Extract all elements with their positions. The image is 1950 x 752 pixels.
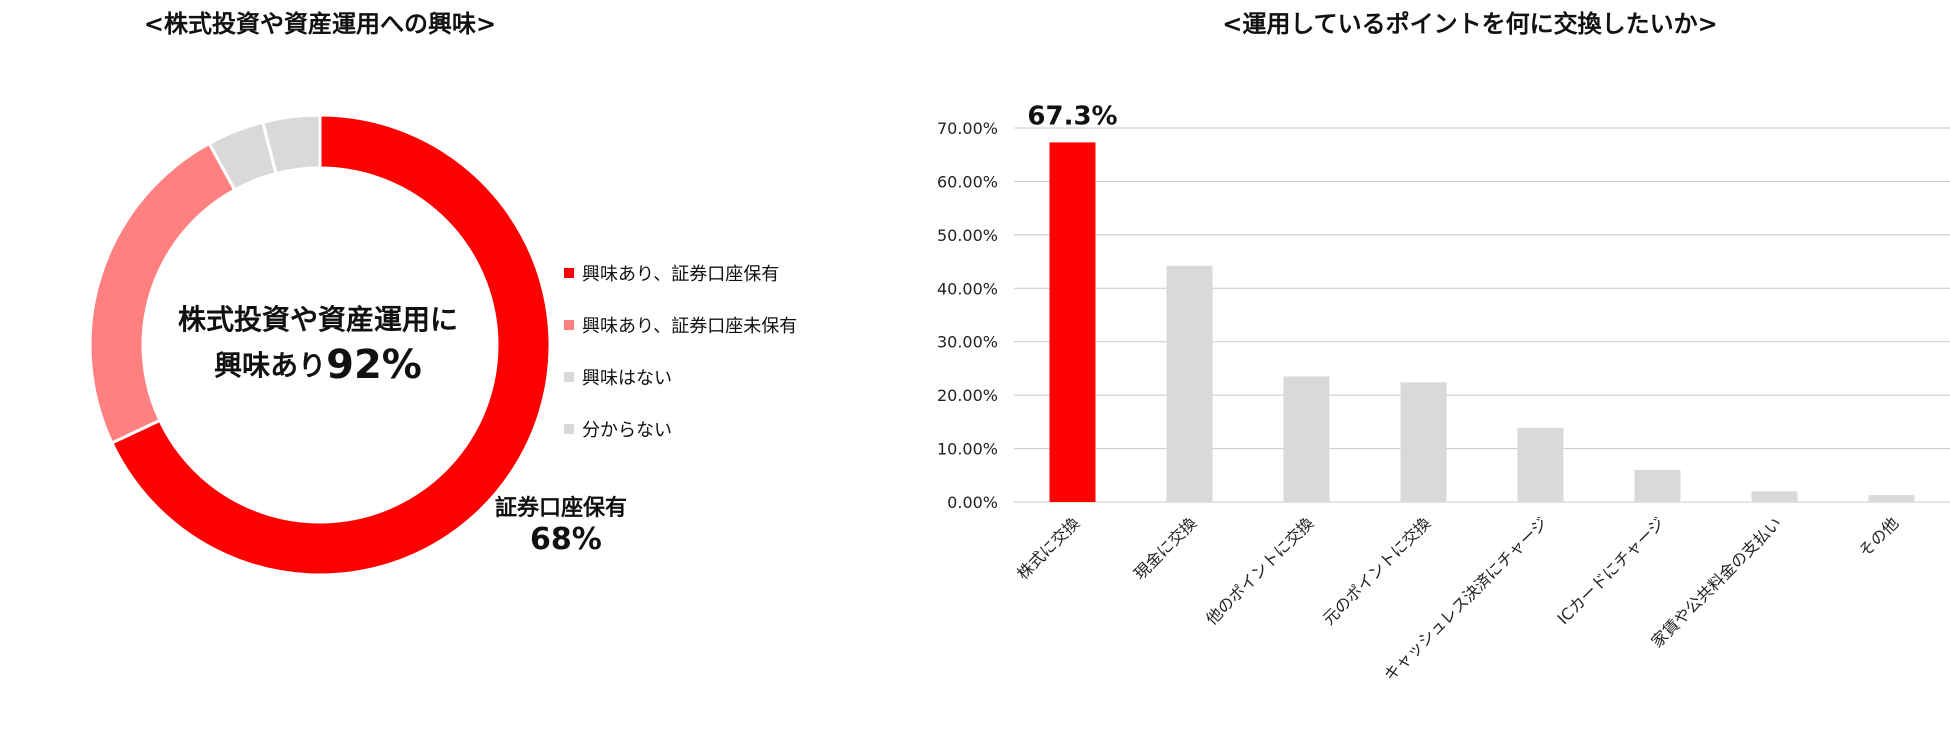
donut-annotation-label: 証券口座保有 bbox=[495, 496, 628, 521]
donut-slice bbox=[109, 113, 552, 577]
left-chart-title: <株式投資や資産運用への興味> bbox=[143, 10, 497, 38]
bar bbox=[1400, 382, 1447, 502]
x-category-label: その他 bbox=[1855, 513, 1902, 560]
bar bbox=[1868, 495, 1915, 502]
x-category-label: 現金に交換 bbox=[1130, 513, 1200, 583]
legend-item: 興味はない bbox=[564, 351, 797, 403]
y-tick-label: 70.00% bbox=[937, 119, 998, 138]
right-chart-title: <運用しているポイントを何に交換したいか> bbox=[1222, 10, 1718, 38]
legend-swatch bbox=[564, 372, 574, 382]
x-category-label: 家賃や公共料金の支払い bbox=[1647, 513, 1785, 651]
donut-center-prefix: 興味あり bbox=[214, 349, 327, 382]
bar-value-annotation: 67.3% bbox=[1027, 101, 1117, 131]
x-category-label: 元のポイントに交換 bbox=[1319, 513, 1434, 628]
y-tick-label: 10.00% bbox=[937, 440, 998, 459]
legend-label: 興味あり、証券口座保有 bbox=[582, 264, 780, 285]
x-category-label: ICカードにチャージ bbox=[1553, 513, 1668, 628]
legend-label: 興味あり、証券口座未保有 bbox=[582, 316, 798, 337]
legend-swatch bbox=[564, 424, 574, 434]
bar bbox=[1166, 265, 1213, 502]
donut-annotation-value: 68% bbox=[530, 522, 602, 557]
legend-label: 分からない bbox=[582, 420, 672, 441]
bar bbox=[1751, 491, 1798, 502]
bar bbox=[1049, 142, 1096, 502]
x-category-label: 株式に交換 bbox=[1013, 513, 1083, 583]
donut-chart bbox=[88, 113, 552, 577]
bar-chart: 0.00% 10.00% 20.00% 30.00% 40.00% 50.00% 60.00… bbox=[937, 101, 1950, 685]
legend-item: 分からない bbox=[564, 403, 797, 455]
x-category-label: 他のポイントに交換 bbox=[1202, 513, 1317, 628]
y-tick-label: 50.00% bbox=[937, 226, 998, 245]
y-tick-label: 40.00% bbox=[937, 279, 998, 298]
y-tick-label: 0.00% bbox=[947, 493, 998, 512]
donut-slice bbox=[88, 141, 237, 445]
donut-slice bbox=[260, 113, 322, 176]
donut-center-percent: 92% bbox=[326, 342, 422, 388]
legend-label: 興味はない bbox=[582, 368, 672, 389]
donut-center-text-line2: 興味あり92% bbox=[214, 342, 422, 388]
legend-swatch bbox=[564, 268, 574, 278]
bar bbox=[1517, 427, 1564, 502]
bar bbox=[1634, 469, 1681, 502]
donut-legend: 興味あり、証券口座保有 興味あり、証券口座未保有 興味はない 分からない bbox=[564, 247, 797, 455]
y-tick-label: 60.00% bbox=[937, 172, 998, 191]
legend-item: 興味あり、証券口座保有 bbox=[564, 247, 797, 299]
y-tick-label: 20.00% bbox=[937, 386, 998, 405]
legend-item: 興味あり、証券口座未保有 bbox=[564, 299, 797, 351]
donut-center-text-line1: 株式投資や資産運用に bbox=[177, 303, 459, 336]
legend-swatch bbox=[564, 320, 574, 330]
bar bbox=[1283, 376, 1330, 502]
y-tick-label: 30.00% bbox=[937, 333, 998, 352]
